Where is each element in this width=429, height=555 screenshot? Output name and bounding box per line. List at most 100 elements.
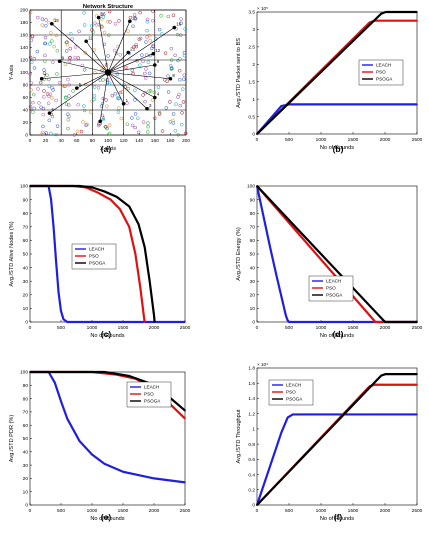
x-tick-label: 1500 bbox=[348, 137, 359, 143]
y-tick-label: 50 bbox=[23, 252, 29, 258]
x-tick-label: 2500 bbox=[412, 137, 423, 143]
data-point-psoga bbox=[384, 321, 386, 323]
cluster-head bbox=[168, 76, 173, 81]
chart-f: 0 500 1000 1500 2000 2500 0 0.2 0.4 0.6 0.8 1 1.2 1.4… bbox=[236, 362, 423, 522]
sensor-node bbox=[107, 131, 112, 136]
legend-label: PSO bbox=[286, 390, 296, 395]
legend: LEACH PSO PSOGA bbox=[268, 379, 314, 406]
sensor-node bbox=[118, 90, 123, 95]
data-point-leach bbox=[54, 381, 56, 384]
sensor-node bbox=[42, 89, 46, 93]
y-tick-label: 30 bbox=[23, 463, 29, 469]
x-axis-label: X-Axis bbox=[100, 146, 116, 152]
sensor-node bbox=[148, 38, 152, 43]
sensor-node bbox=[157, 112, 162, 116]
sensor-node bbox=[39, 105, 43, 110]
sensor-node bbox=[113, 22, 118, 26]
sensor-node bbox=[124, 65, 128, 70]
sensor-node bbox=[160, 32, 164, 36]
sensor-node bbox=[104, 98, 108, 102]
sensor-node bbox=[36, 87, 40, 91]
sensor-node bbox=[115, 72, 120, 76]
y-tick-label: 100 bbox=[20, 184, 28, 190]
sensor-node bbox=[102, 42, 106, 47]
x-tick-label: 80 bbox=[90, 138, 96, 144]
legend-label: PSOGA bbox=[286, 397, 303, 402]
base-station bbox=[104, 69, 112, 76]
sensor-node bbox=[144, 67, 148, 71]
sensor-node bbox=[92, 85, 97, 89]
x-tick-label: 500 bbox=[285, 325, 293, 331]
cluster-link bbox=[107, 72, 148, 109]
sensor-node bbox=[135, 58, 139, 63]
x-tick-label: 180 bbox=[166, 138, 174, 144]
y-tick-label: 0 bbox=[25, 133, 28, 139]
sensor-node bbox=[179, 21, 183, 26]
sensor-node bbox=[182, 50, 187, 55]
data-point-psoga bbox=[148, 280, 151, 283]
sensor-node bbox=[113, 91, 118, 96]
sensor-node bbox=[150, 98, 155, 102]
cluster-head bbox=[172, 25, 177, 30]
y-tick-label: 60 bbox=[23, 95, 29, 101]
data-point-leach bbox=[153, 477, 155, 480]
sensor-node bbox=[51, 88, 55, 92]
sensor-node bbox=[47, 118, 52, 123]
sensor-node bbox=[151, 18, 155, 23]
sensor-node bbox=[169, 46, 174, 51]
sensor-node bbox=[183, 27, 187, 31]
sensor-node bbox=[138, 63, 142, 67]
sensor-node bbox=[101, 78, 105, 82]
cluster-head bbox=[47, 111, 52, 115]
sensor-node bbox=[47, 20, 51, 25]
x-tick-label: 1500 bbox=[118, 508, 129, 514]
cluster-head bbox=[84, 39, 88, 44]
cluster-head bbox=[96, 15, 101, 20]
data-point-pso bbox=[184, 417, 186, 420]
y-tick-label: 160 bbox=[20, 33, 28, 39]
sensor-node bbox=[148, 89, 153, 93]
data-point-psoga bbox=[256, 504, 258, 506]
y-tick-label: 90 bbox=[23, 383, 29, 389]
y-tick-label: 3.5 bbox=[248, 10, 255, 16]
sensor-node bbox=[90, 23, 94, 28]
data-point-psoga bbox=[171, 399, 174, 401]
cluster-link bbox=[107, 72, 171, 80]
y-tick-label: 20 bbox=[23, 476, 29, 482]
sensor-node bbox=[90, 99, 94, 103]
chart-b: 0 500 1000 1500 2000 2500 0 0.5 1 1.5 2 2.5 3 3.5 No o… bbox=[236, 6, 423, 151]
sensor-node bbox=[147, 33, 151, 38]
data-point-psoga bbox=[416, 11, 418, 13]
y-axis-label: Avg./STD PDR (%) bbox=[9, 415, 15, 463]
data-point-psoga bbox=[380, 12, 382, 15]
sensor-node bbox=[65, 42, 70, 47]
sensor-node bbox=[107, 33, 111, 37]
y-axis-label: Avg./STD Packet sent to BS bbox=[236, 38, 242, 108]
sensor-node bbox=[117, 96, 121, 101]
sensor-node bbox=[45, 73, 49, 77]
legend-label: LEACH bbox=[144, 385, 159, 390]
sensor-node bbox=[176, 95, 180, 99]
x-axis-label: No of Rounds bbox=[320, 333, 354, 339]
sensor-node bbox=[73, 55, 77, 60]
sensor-node bbox=[171, 13, 176, 18]
y-tick-label: 20 bbox=[250, 293, 256, 299]
data-point-psoga bbox=[29, 371, 31, 373]
cluster-label: 21 bbox=[130, 47, 135, 52]
sensor-node bbox=[41, 124, 45, 129]
data-point-psoga bbox=[153, 321, 156, 323]
y-tick-label: 80 bbox=[23, 396, 29, 402]
x-axis-label: No of Rounds bbox=[320, 516, 354, 522]
sensor-node bbox=[132, 13, 137, 17]
sensor-node bbox=[160, 129, 165, 133]
cluster-head bbox=[98, 119, 102, 124]
y-tick-label: 1.5 bbox=[248, 79, 255, 85]
data-point-psoga bbox=[184, 409, 186, 412]
chart-title: Network Structure bbox=[83, 4, 134, 10]
data-point-leach bbox=[280, 431, 283, 434]
sensor-node bbox=[182, 77, 186, 82]
cluster-link bbox=[107, 27, 175, 73]
y-tick-label: 100 bbox=[20, 70, 28, 76]
data-point-pso bbox=[109, 198, 112, 201]
